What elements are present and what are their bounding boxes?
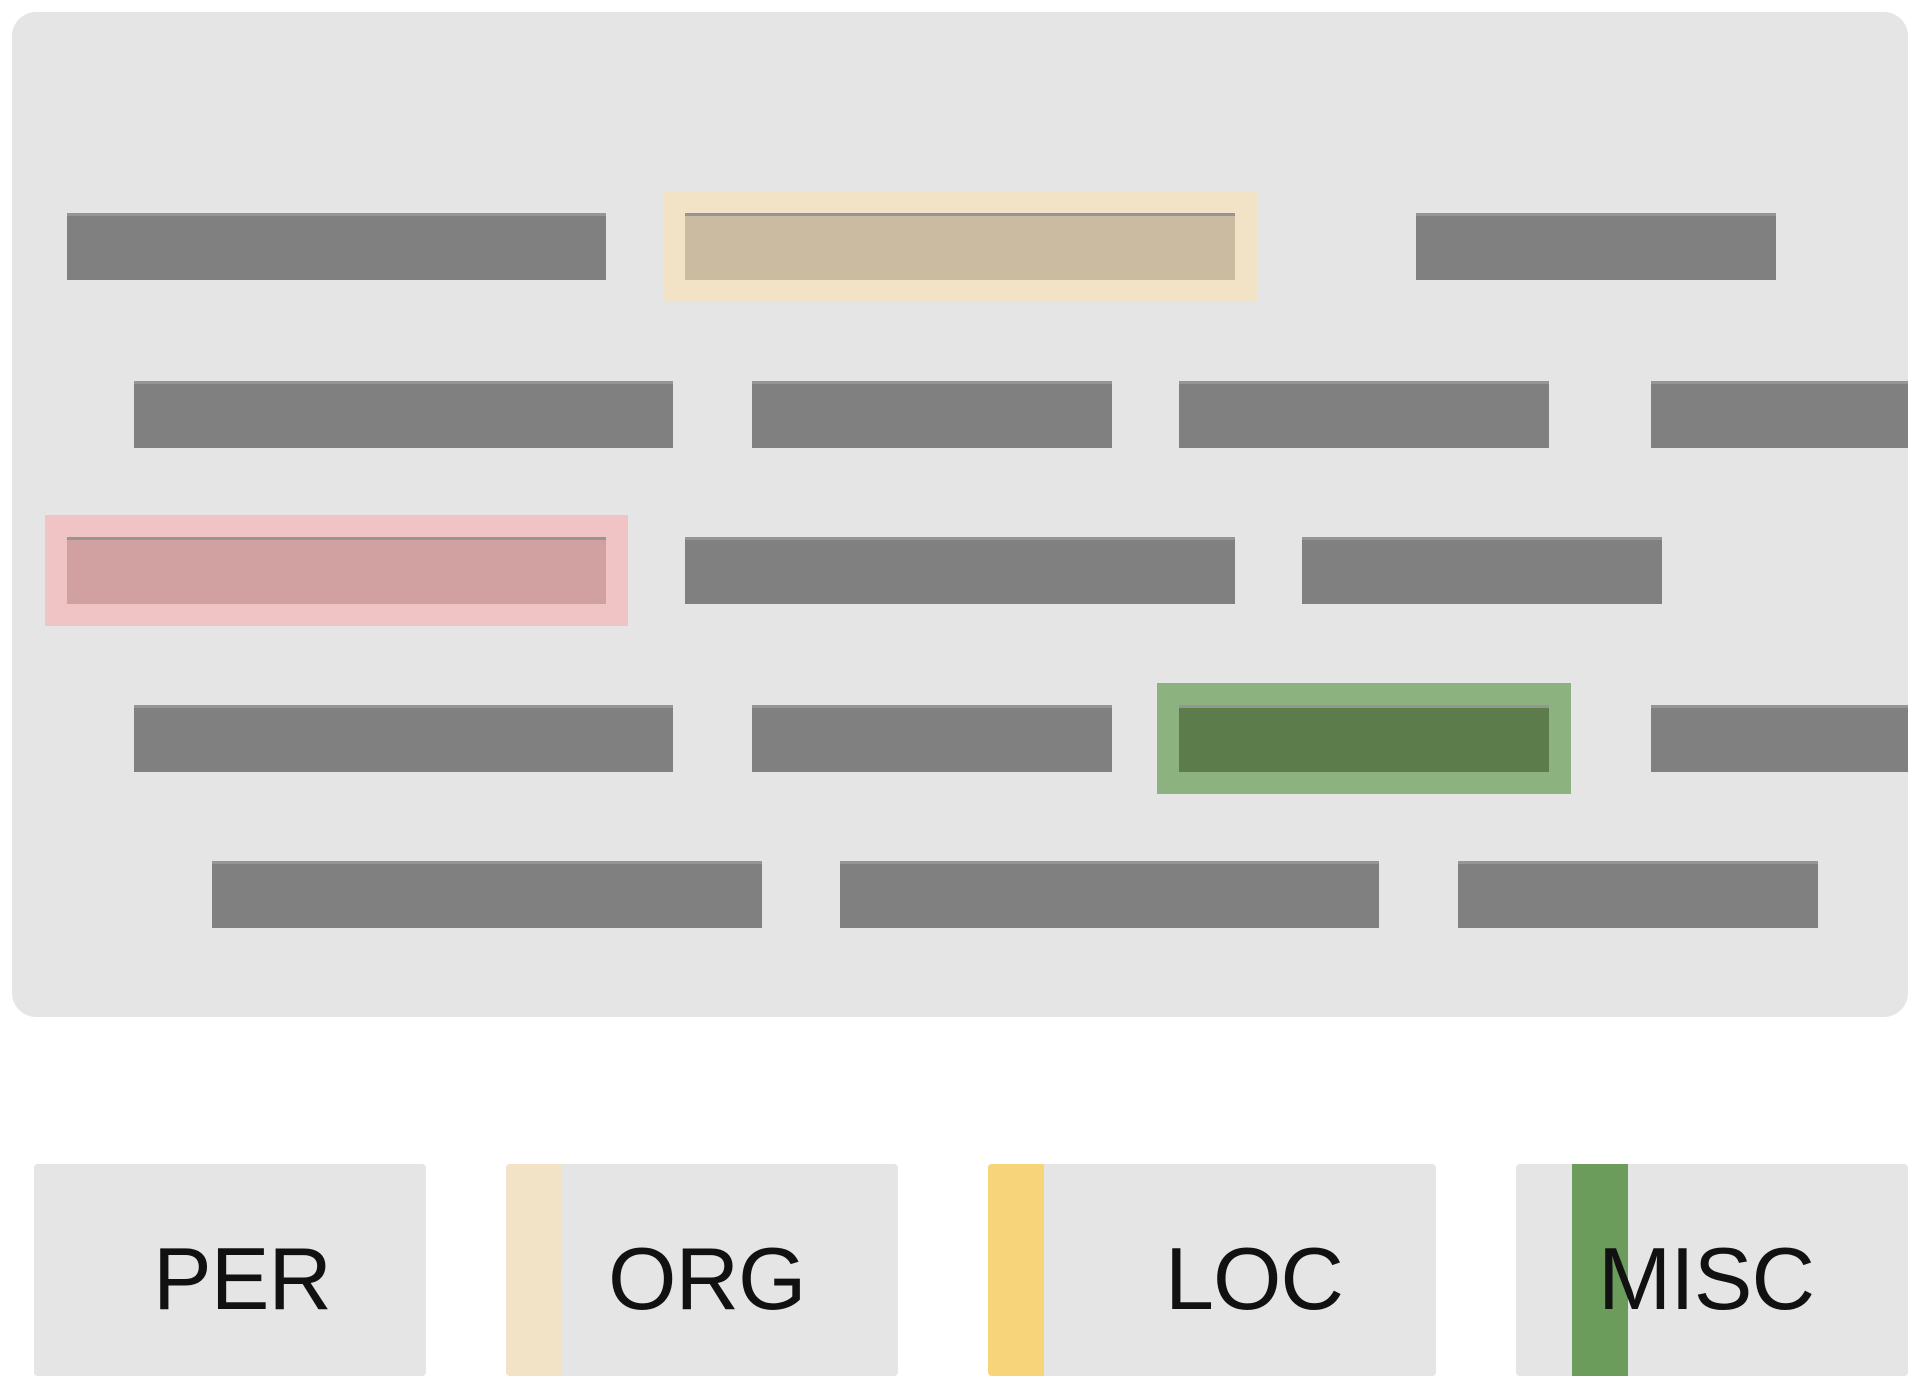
token[interactable] — [752, 381, 1112, 448]
legend-swatch-loc — [988, 1164, 1044, 1376]
token[interactable] — [1651, 705, 1908, 772]
token[interactable] — [1458, 861, 1818, 928]
token[interactable] — [1416, 213, 1776, 280]
legend-label-misc: MISC — [1598, 1229, 1815, 1328]
token[interactable] — [1651, 381, 1908, 448]
token[interactable] — [134, 381, 673, 448]
entity-legend: PER ORG LOC MISC — [0, 1164, 1920, 1376]
document-panel — [12, 12, 1908, 1017]
token[interactable] — [752, 705, 1112, 772]
token[interactable] — [134, 705, 673, 772]
legend-button-per[interactable]: PER — [34, 1164, 426, 1376]
legend-button-loc[interactable]: LOC — [988, 1164, 1436, 1376]
token[interactable] — [685, 537, 1235, 604]
token-org[interactable] — [685, 213, 1235, 280]
token[interactable] — [1302, 537, 1662, 604]
token[interactable] — [212, 861, 762, 928]
token[interactable] — [1179, 381, 1549, 448]
token-misc[interactable] — [1179, 705, 1549, 772]
token[interactable] — [840, 861, 1379, 928]
legend-swatch-org — [506, 1164, 562, 1376]
legend-swatch-per — [34, 1164, 90, 1376]
legend-button-misc[interactable]: MISC — [1516, 1164, 1908, 1376]
legend-swatch-misc — [1572, 1164, 1628, 1376]
legend-button-org[interactable]: ORG — [506, 1164, 898, 1376]
token[interactable] — [67, 213, 606, 280]
legend-label-per: PER — [153, 1229, 332, 1328]
legend-label-org: ORG — [608, 1229, 806, 1328]
token-per[interactable] — [67, 537, 606, 604]
legend-label-loc: LOC — [1165, 1229, 1344, 1328]
